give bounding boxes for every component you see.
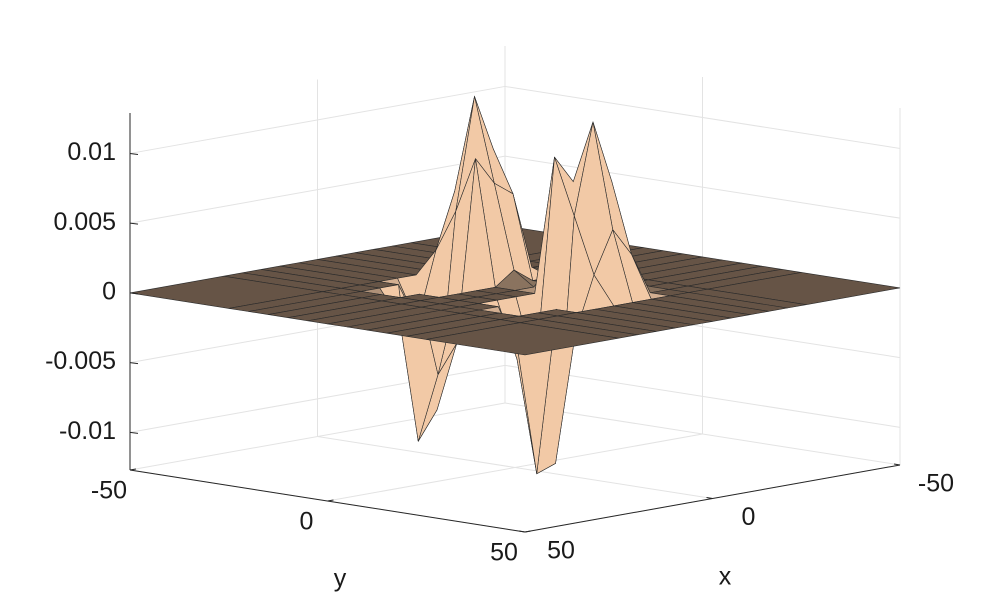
tick-mark [524,530,532,533]
tick-mark [129,292,139,295]
tick-mark [129,152,139,155]
tick-mark [327,499,334,502]
x-tick-label: 0 [742,503,756,531]
tick-mark [706,497,713,499]
grid-line [129,402,506,471]
z-tick-label: -0.005 [45,347,116,375]
tick-mark [129,362,139,365]
y-tick-label: 50 [490,539,518,567]
tick-mark [893,463,901,466]
tick-mark [518,530,526,533]
z-tick-label: 0.005 [53,208,116,236]
tick-mark [129,431,139,434]
z-tick-label: 0 [102,278,116,306]
y-tick-label: -50 [91,477,127,505]
x-tick-label: -50 [918,470,954,498]
z-tick-label: 0.01 [67,138,116,166]
x-axis-label: x [719,563,732,591]
tick-mark [129,222,139,225]
x-tick-label: 50 [547,537,575,565]
y-axis-label: y [334,565,347,593]
tick-mark [129,468,137,471]
surface-face [426,322,619,356]
grid-line [327,433,703,502]
y-tick-label: 0 [300,508,314,536]
z-tick-label: -0.01 [59,417,116,445]
